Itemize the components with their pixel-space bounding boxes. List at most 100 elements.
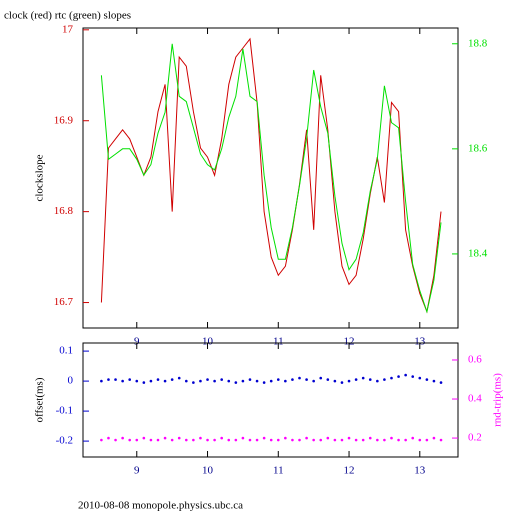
point: [383, 438, 386, 442]
point: [192, 438, 195, 442]
point: [149, 438, 153, 442]
point: [333, 379, 337, 383]
point: [432, 379, 436, 383]
point: [128, 438, 131, 442]
point: [213, 438, 216, 442]
point: [354, 378, 358, 381]
point: [298, 376, 301, 380]
x-tick-label: 13: [414, 465, 426, 477]
x-tick-label: 13: [414, 336, 426, 348]
point: [100, 438, 103, 442]
point: [156, 438, 160, 442]
point: [368, 436, 372, 440]
point: [135, 379, 139, 383]
point: [114, 378, 117, 381]
point: [411, 436, 415, 440]
point: [248, 438, 252, 442]
point: [361, 376, 365, 380]
point: [185, 438, 188, 442]
point: [439, 381, 443, 384]
point: [135, 438, 139, 442]
point: [170, 438, 174, 442]
point: [383, 378, 386, 381]
point: [269, 438, 273, 442]
y2-tick-label: 0.6: [468, 354, 482, 366]
point: [418, 438, 422, 442]
point: [397, 375, 400, 378]
point: [255, 438, 259, 442]
x-tick-label: 12: [344, 336, 355, 348]
point: [199, 379, 202, 383]
point: [220, 436, 223, 440]
y2-tick-label: 0.4: [468, 393, 482, 405]
x-tick-label: 10: [202, 465, 214, 477]
point: [199, 436, 202, 440]
point: [319, 376, 323, 380]
point: [340, 438, 344, 442]
point: [156, 378, 160, 381]
x-tick-label: 9: [134, 465, 140, 477]
point: [425, 378, 429, 381]
point: [390, 376, 393, 380]
y-tick-label: 16.8: [54, 205, 74, 217]
y-tick-label: 16.7: [54, 296, 74, 308]
point: [241, 379, 245, 383]
point: [192, 381, 195, 384]
point: [376, 379, 379, 383]
point: [390, 436, 393, 440]
x-tick-label: 10: [202, 336, 214, 348]
point: [354, 438, 358, 442]
point: [121, 379, 124, 383]
point: [227, 438, 231, 442]
point: [404, 373, 407, 377]
y-axis-label: offset(ms): [34, 377, 46, 422]
point: [439, 438, 443, 442]
series-line: [100, 43, 442, 314]
point: [241, 436, 245, 440]
point: [326, 436, 330, 440]
point: [347, 379, 351, 383]
point: [220, 378, 223, 381]
y-tick-label: 0: [68, 375, 74, 387]
point: [206, 378, 209, 381]
point: [185, 379, 188, 383]
point: [376, 438, 379, 442]
point: [142, 436, 146, 440]
point: [262, 436, 266, 440]
point: [305, 436, 308, 440]
x-tick-label: 12: [344, 465, 355, 477]
point: [326, 378, 330, 381]
point: [291, 378, 294, 381]
point: [142, 381, 146, 384]
point: [361, 438, 365, 442]
y2-tick-label: 18.6: [468, 142, 488, 154]
point: [227, 379, 231, 383]
y2-axis-label: rnd-trip(ms): [492, 373, 504, 427]
point: [298, 438, 301, 442]
y-tick-label: -0.1: [56, 405, 73, 417]
y-tick-label: 16.9: [54, 114, 74, 126]
point: [163, 436, 167, 440]
point: [276, 378, 280, 381]
point: [262, 381, 266, 384]
point: [312, 438, 315, 442]
y-tick-label: 17: [62, 23, 74, 35]
point: [163, 379, 167, 383]
point: [177, 436, 181, 440]
point: [234, 381, 238, 384]
point: [170, 378, 174, 381]
y-axis-label: clockslope: [34, 154, 46, 201]
point: [319, 438, 323, 442]
point: [149, 379, 153, 383]
plot-frame: [82, 342, 459, 458]
x-tick-label: 11: [273, 336, 284, 348]
point: [340, 381, 344, 384]
series-line: [100, 37, 442, 314]
point: [121, 436, 124, 440]
point: [234, 438, 238, 442]
point: [411, 375, 415, 378]
point: [397, 438, 400, 442]
point: [347, 436, 351, 440]
